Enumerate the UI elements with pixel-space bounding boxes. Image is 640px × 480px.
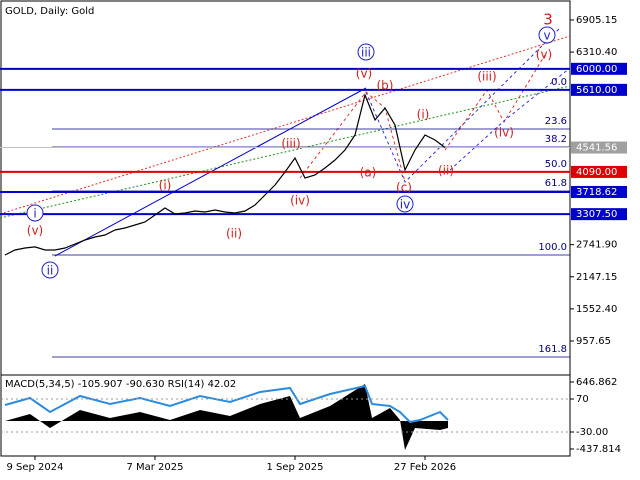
wave-label: (c) <box>396 181 412 195</box>
wave-label: iii <box>361 46 371 60</box>
wave-circle <box>357 43 375 61</box>
level-box <box>571 165 627 178</box>
wave-label: (iii) <box>477 70 496 84</box>
level-box <box>571 185 627 198</box>
fib-label: 23.6 <box>545 116 567 127</box>
fib-label: 0.0 <box>551 77 567 88</box>
wave-label: 3 <box>543 11 553 29</box>
indicator-label: MACD(5,34,5) -105.907 -90.630 RSI(14) 42… <box>5 379 236 390</box>
wave-line <box>299 91 406 183</box>
indicator-tick-label: 70 <box>576 394 589 405</box>
level-label: 4090.00 <box>576 167 617 178</box>
x-tick-label: 27 Feb 2026 <box>394 462 456 473</box>
fib-label: 50.0 <box>545 159 567 170</box>
wave-label: (b) <box>377 79 394 93</box>
macd-histogram <box>5 384 448 450</box>
level-label: 4541.56 <box>576 143 617 154</box>
wave-label: (ii) <box>226 227 242 241</box>
wave-label: i <box>33 207 36 221</box>
indicator-tick-label: -437.814 <box>576 444 621 455</box>
y-tick-label: 2741.90 <box>576 240 617 251</box>
wave-circle <box>26 204 44 222</box>
level-box <box>571 208 627 221</box>
wave-label: (a) <box>360 166 377 180</box>
wave-circle <box>396 195 414 213</box>
fib-label: 161.8 <box>538 344 567 355</box>
y-tick-label: 2147.15 <box>576 272 617 283</box>
wave-label: (i) <box>159 179 172 193</box>
level-box <box>571 62 627 75</box>
level-box <box>571 141 627 154</box>
wave-label: (v) <box>27 224 43 238</box>
trend-line <box>0 35 571 215</box>
layer <box>0 27 571 450</box>
wave-label: v <box>543 29 550 43</box>
fib-label: 100.0 <box>538 242 567 253</box>
level-label: 3718.62 <box>576 187 617 198</box>
y-tick-label: 957.65 <box>576 336 611 347</box>
level-box <box>571 83 627 96</box>
level-label: 3307.50 <box>576 209 617 220</box>
wave-label: ii <box>47 264 54 278</box>
plot-frame <box>0 0 571 457</box>
fib-label: 38.2 <box>545 134 567 145</box>
wave-label: (v) <box>536 48 552 62</box>
wave-label: (iv) <box>494 126 514 140</box>
chart-title: GOLD, Daily: Gold <box>5 6 94 17</box>
wave-line <box>365 27 561 183</box>
wave-label: (iv) <box>290 194 310 208</box>
wave-label: iv <box>400 198 410 212</box>
y-tick-label: 1552.40 <box>576 304 617 315</box>
x-tick-label: 9 Sep 2024 <box>6 462 63 473</box>
wave-label: (v) <box>356 67 372 81</box>
x-tick-label: 7 Mar 2025 <box>126 462 183 473</box>
x-tick-label: 1 Sep 2025 <box>266 462 323 473</box>
level-label: 5610.00 <box>576 85 617 96</box>
y-tick-label: 6905.15 <box>576 15 617 26</box>
forecast-line <box>449 67 571 171</box>
indicator-tick-label: -30.00 <box>576 427 608 438</box>
wave-label: (i) <box>417 108 430 122</box>
wave-circle <box>538 26 556 44</box>
wave-label: (iii) <box>281 137 300 151</box>
wave-label: (ii) <box>438 164 454 178</box>
level-label: 6000.00 <box>576 64 617 75</box>
y-tick-label: 6310.40 <box>576 47 617 58</box>
rsi-line <box>4 384 449 424</box>
wave-circle <box>41 261 59 279</box>
forecast-line <box>444 54 546 151</box>
price-line <box>4 93 446 256</box>
trend-line <box>0 85 571 219</box>
indicator-tick-label: 646.862 <box>576 377 617 388</box>
fib-label: 61.8 <box>545 178 567 189</box>
